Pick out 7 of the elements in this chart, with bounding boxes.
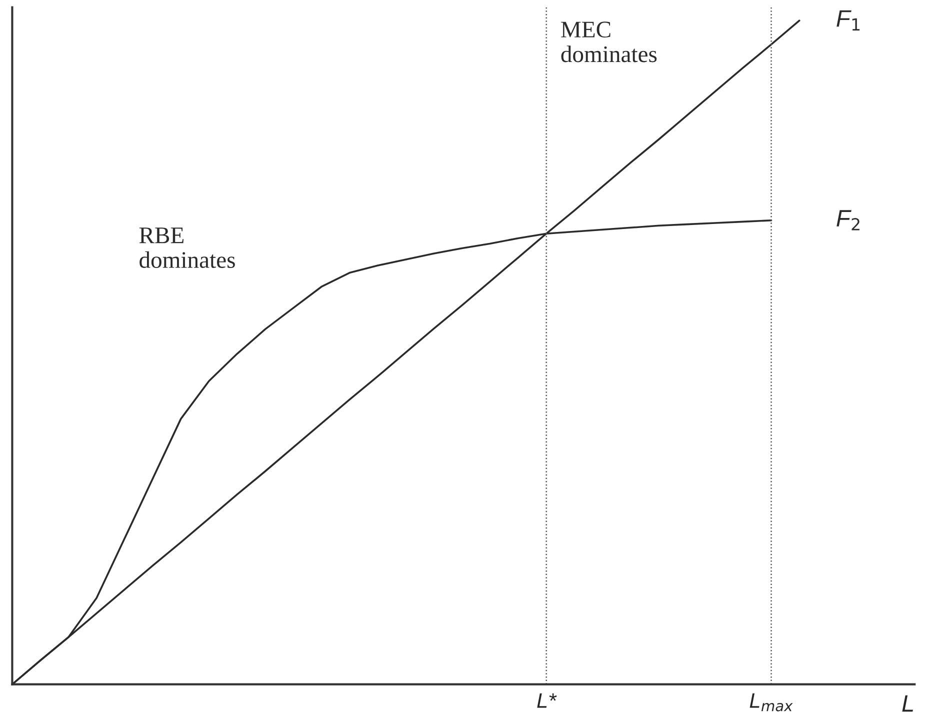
annotation: MEC dominates (561, 22, 657, 62)
x-tick-label: L$_{max}$ (750, 693, 793, 712)
x-axis-title: L (902, 695, 913, 712)
annotation: RBE dominates (139, 228, 235, 268)
series-label: F$_{1}$ (836, 10, 860, 30)
text: F$_{2}$ (836, 210, 860, 230)
x-tick-label: L* (537, 693, 557, 708)
